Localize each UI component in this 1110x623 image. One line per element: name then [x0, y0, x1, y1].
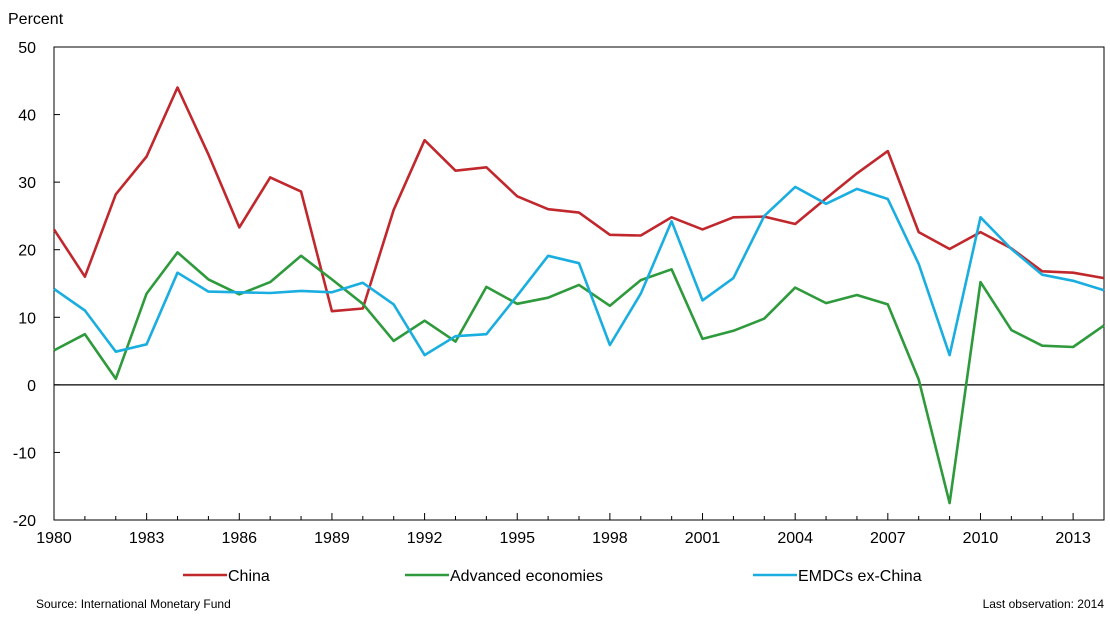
x-tick-label: 1998 [592, 530, 628, 547]
x-tick-label: 2013 [1055, 530, 1091, 547]
x-tick-label: 1989 [314, 530, 350, 547]
legend-label: China [228, 568, 270, 585]
series-lines [52, 86, 1105, 505]
y-tick-label: 10 [18, 310, 36, 327]
y-tick-label: -10 [13, 445, 36, 462]
x-axis-ticks: 1980 1983 1986 1989 1992 1995 1998 2001 2004 2007… [36, 513, 1105, 547]
series-line-2 [53, 251, 1105, 505]
y-tick-label: -20 [13, 513, 36, 530]
y-tick-label: 40 [18, 108, 36, 125]
y-tick-label: 50 [18, 40, 36, 57]
x-tick-label: 1995 [499, 530, 535, 547]
axes [53, 46, 1105, 521]
x-tick-label: 1980 [36, 530, 72, 547]
source-note: Source: International Monetary Fund [36, 597, 231, 611]
last-observation-note: Last observation: 2014 [982, 597, 1104, 611]
y-tick-label: 20 [18, 243, 36, 260]
y-axis-label: Percent [8, 11, 64, 28]
legend-item: China [183, 568, 270, 585]
y-axis-ticks: -20 -10 0 10 20 30 40 50 [13, 40, 60, 530]
y-tick-label: 30 [18, 175, 36, 192]
legend: China Advanced economies EMDCs ex-China [183, 568, 922, 585]
x-tick-label: 1992 [407, 530, 443, 547]
plot-frame [53, 46, 1105, 521]
x-tick-label: 2007 [870, 530, 906, 547]
x-tick-label: 1986 [221, 530, 257, 547]
y-tick-label: 0 [27, 378, 36, 395]
series-line-1 [52, 86, 1105, 313]
legend-label: EMDCs ex-China [798, 568, 922, 585]
legend-item: EMDCs ex-China [753, 568, 922, 585]
x-tick-label: 1983 [129, 530, 165, 547]
series-line-3 [53, 185, 1105, 357]
x-tick-label: 2010 [963, 530, 999, 547]
legend-item: Advanced economies [405, 568, 603, 585]
legend-label: Advanced economies [450, 568, 603, 585]
x-tick-label: 2004 [777, 530, 813, 547]
x-tick-label: 2001 [685, 530, 721, 547]
